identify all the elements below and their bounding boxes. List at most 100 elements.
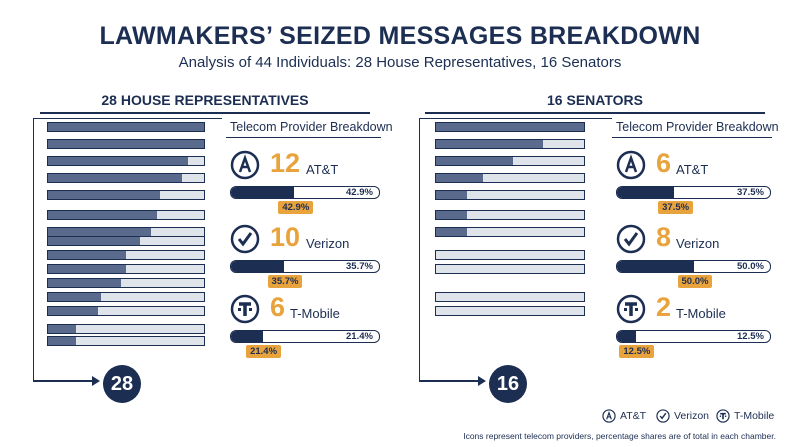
provider-count: 12 bbox=[270, 148, 301, 178]
individual-bar-fill bbox=[436, 140, 543, 148]
individual-bar bbox=[47, 139, 205, 149]
house-title: 28 HOUSE REPRESENTATIVES bbox=[101, 92, 309, 108]
legend-tmobile-icon bbox=[716, 409, 730, 423]
provider-share-bar bbox=[230, 330, 380, 343]
tmobile-icon bbox=[230, 294, 260, 324]
provider-share-bar bbox=[616, 330, 771, 343]
senate-breakdown-title: Telecom Provider Breakdown bbox=[616, 120, 779, 134]
provider-share-label: 12.5% bbox=[737, 331, 764, 342]
individual-bar-fill bbox=[436, 211, 468, 219]
individual-bar-fill bbox=[48, 251, 126, 259]
individual-bar bbox=[435, 210, 585, 220]
page-subtitle: Analysis of 44 Individuals: 28 House Rep… bbox=[178, 54, 622, 71]
page-title: LAWMAKERS’ SEIZED MESSAGES BREAKDOWN bbox=[99, 22, 701, 50]
individual-bar-fill bbox=[48, 140, 204, 148]
individual-bar-fill bbox=[48, 337, 77, 345]
individual-bar-fill bbox=[48, 237, 141, 245]
individual-bar-fill bbox=[436, 191, 468, 199]
individual-bar bbox=[47, 236, 205, 246]
individual-bar-fill bbox=[48, 157, 189, 165]
house-arrow-line bbox=[33, 380, 93, 382]
individual-bar bbox=[47, 278, 205, 288]
provider-name: Verizon bbox=[676, 236, 720, 251]
provider-share-badge: 42.9% bbox=[278, 201, 314, 214]
house-breakdown-rule bbox=[226, 137, 381, 138]
individual-bar bbox=[435, 292, 585, 302]
individual-bar-fill bbox=[436, 157, 513, 165]
individual-bar bbox=[435, 250, 585, 260]
verizon-icon bbox=[230, 224, 260, 254]
provider-share-badge: 12.5% bbox=[619, 345, 655, 358]
individual-bar bbox=[47, 122, 205, 132]
individual-bar-fill bbox=[48, 325, 77, 333]
provider-count: 2 bbox=[656, 292, 672, 322]
individual-bar bbox=[47, 210, 205, 220]
provider-share-label: 42.9% bbox=[346, 187, 373, 198]
individual-bar bbox=[435, 173, 585, 183]
senate-arrow-head bbox=[478, 376, 486, 386]
provider-share-fill bbox=[617, 261, 694, 272]
individual-bar bbox=[435, 264, 585, 274]
provider-name: T-Mobile bbox=[676, 306, 726, 321]
senate-title: 16 SENATORS bbox=[547, 92, 643, 108]
provider-share-badge: 35.7% bbox=[267, 275, 303, 288]
provider-count: 10 bbox=[270, 222, 301, 252]
senate-breakdown-rule bbox=[612, 137, 772, 138]
house-arrow-head bbox=[92, 376, 100, 386]
individual-bar bbox=[47, 324, 205, 334]
legend-att-icon bbox=[602, 409, 616, 423]
individual-bar bbox=[47, 190, 205, 200]
individual-bar-fill bbox=[436, 123, 584, 131]
individual-bar bbox=[47, 292, 205, 302]
provider-name: AT&T bbox=[306, 162, 339, 177]
provider-share-fill bbox=[231, 187, 295, 198]
individual-bar bbox=[435, 156, 585, 166]
provider-share-badge: 37.5% bbox=[658, 201, 694, 214]
provider-share-fill bbox=[231, 261, 284, 272]
att-icon bbox=[230, 150, 260, 180]
senate-total-badge: 16 bbox=[489, 365, 527, 403]
provider-count: 6 bbox=[270, 292, 286, 322]
provider-share-badge: 50.0% bbox=[677, 275, 713, 288]
individual-bar bbox=[435, 139, 585, 149]
provider-share-label: 50.0% bbox=[737, 261, 764, 272]
senate-title-rule bbox=[425, 112, 765, 114]
provider-name: AT&T bbox=[676, 162, 709, 177]
individual-bar-fill bbox=[436, 228, 468, 236]
senate-arrow-line bbox=[419, 380, 479, 382]
individual-bar-fill bbox=[48, 191, 161, 199]
individual-bar bbox=[47, 173, 205, 183]
provider-count: 8 bbox=[656, 222, 672, 252]
house-frame bbox=[33, 118, 222, 381]
individual-bar bbox=[435, 306, 585, 316]
individual-bar-fill bbox=[48, 228, 151, 236]
house-total-badge: 28 bbox=[103, 365, 141, 403]
individual-bar bbox=[47, 264, 205, 274]
individual-bar bbox=[47, 336, 205, 346]
individual-bar bbox=[47, 250, 205, 260]
individual-bar-fill bbox=[48, 211, 158, 219]
provider-share-label: 35.7% bbox=[346, 261, 373, 272]
provider-share-bar bbox=[616, 260, 771, 273]
legend-att-label: AT&T bbox=[620, 410, 647, 422]
legend-verizon-icon bbox=[656, 409, 670, 423]
senate-frame bbox=[419, 118, 612, 381]
individual-bar bbox=[435, 227, 585, 237]
provider-share-fill bbox=[231, 331, 263, 342]
individual-bar-fill bbox=[48, 123, 204, 131]
verizon-icon bbox=[616, 224, 646, 254]
house-breakdown-title: Telecom Provider Breakdown bbox=[230, 120, 393, 134]
individual-bar bbox=[47, 156, 205, 166]
house-title-rule bbox=[40, 112, 370, 114]
provider-share-bar bbox=[230, 260, 380, 273]
individual-bar-fill bbox=[48, 293, 102, 301]
provider-name: T-Mobile bbox=[290, 306, 340, 321]
provider-share-fill bbox=[617, 331, 637, 342]
provider-share-fill bbox=[617, 187, 675, 198]
provider-name: Verizon bbox=[306, 236, 350, 251]
provider-share-bar bbox=[616, 186, 771, 199]
legend-verizon-label: Verizon bbox=[674, 410, 710, 422]
att-icon bbox=[616, 150, 646, 180]
individual-bar bbox=[435, 122, 585, 132]
individual-bar-fill bbox=[436, 174, 484, 182]
